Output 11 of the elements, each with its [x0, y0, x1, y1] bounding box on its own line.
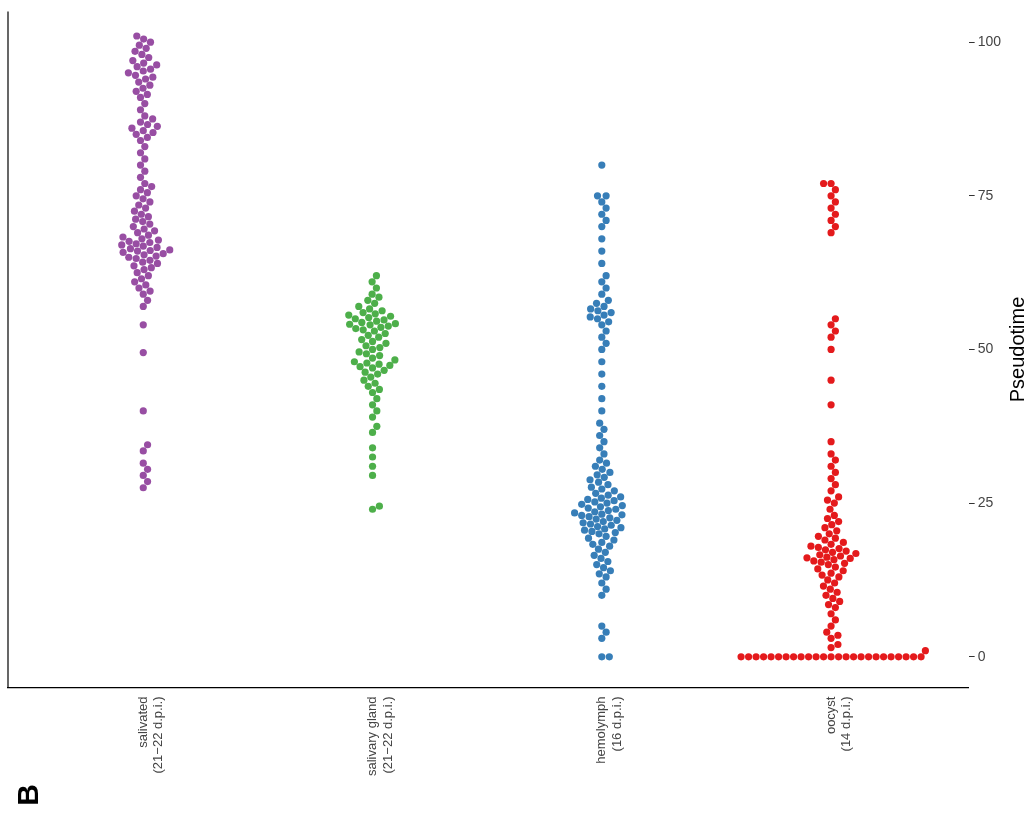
y-tick-label: 75 — [977, 186, 994, 203]
y-tick-label: 50 — [977, 340, 994, 357]
y-tick-label: 25 — [977, 493, 994, 510]
text: B — [11, 784, 45, 806]
x-tick-label: oocyst (14 d.p.i.) — [822, 696, 854, 752]
y-tick-label: 0 — [977, 647, 986, 664]
y-tick-label: 100 — [977, 32, 1002, 49]
x-tick-label: hemolymph (16 d.p.i.) — [593, 696, 624, 764]
y-axis-title: Pseudotime — [1005, 296, 1028, 403]
x-tick-label: salivated (21−22 d.p.i.) — [134, 696, 166, 774]
x-tick-label: salivary gland (21−22 d.p.i.) — [364, 696, 395, 777]
